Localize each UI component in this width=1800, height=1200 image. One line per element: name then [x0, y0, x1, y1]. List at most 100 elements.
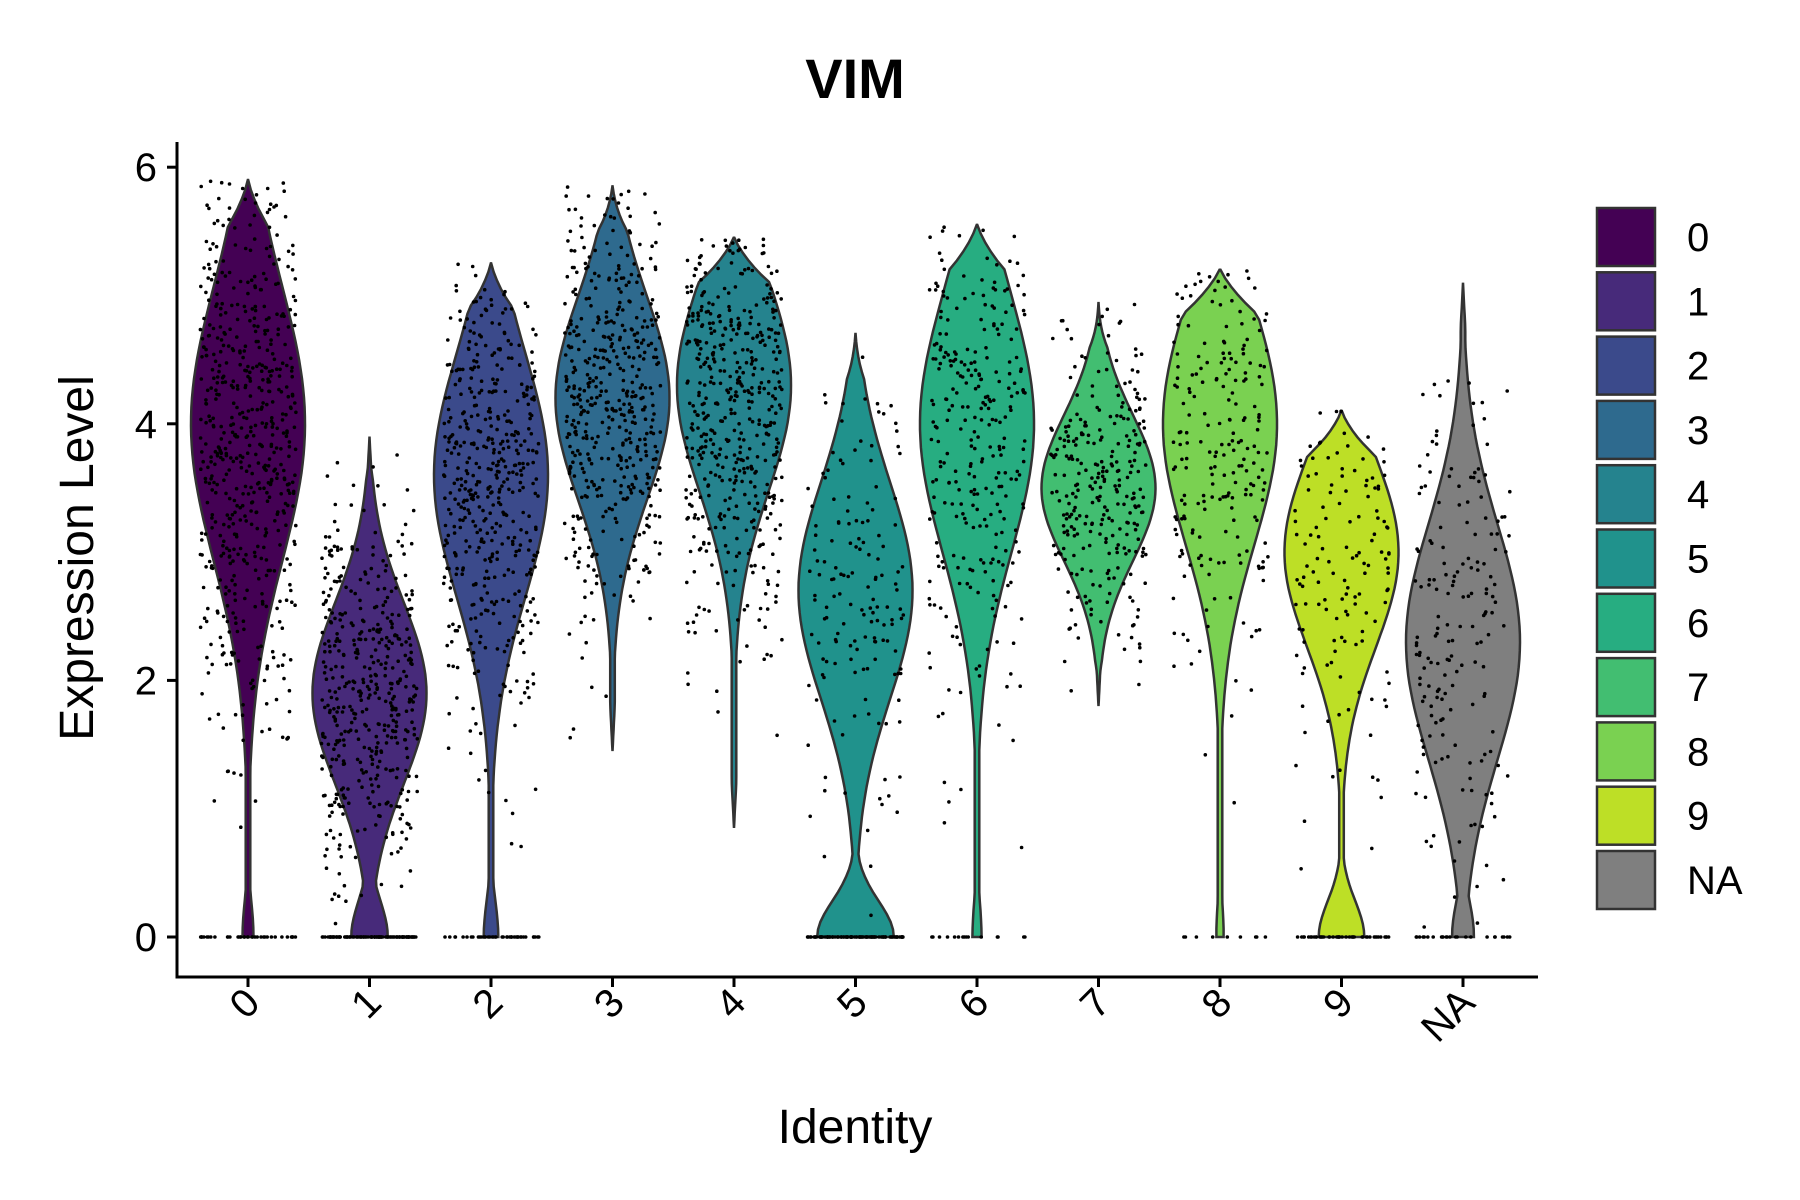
- data-point: [337, 738, 342, 743]
- data-point: [409, 661, 413, 665]
- data-point: [384, 644, 388, 648]
- data-point: [1314, 525, 1319, 530]
- data-point: [531, 682, 536, 686]
- data-point: [639, 341, 644, 345]
- data-point: [371, 789, 375, 794]
- data-point: [472, 671, 477, 676]
- data-point: [942, 267, 947, 272]
- data-point: [1263, 935, 1268, 939]
- data-point: [1011, 561, 1015, 565]
- data-point: [476, 669, 481, 673]
- data-point: [332, 935, 337, 939]
- data-point: [707, 301, 711, 305]
- data-point: [1473, 660, 1477, 664]
- data-point: [382, 728, 387, 732]
- data-point: [1139, 510, 1144, 515]
- data-point: [1328, 490, 1333, 495]
- data-point: [1505, 389, 1509, 393]
- data-point: [362, 935, 367, 939]
- data-point: [822, 617, 827, 621]
- data-point: [987, 423, 991, 427]
- data-point: [461, 518, 465, 523]
- data-point: [763, 343, 767, 348]
- data-point: [1071, 439, 1076, 444]
- data-point: [243, 309, 248, 314]
- data-point: [1260, 382, 1264, 387]
- data-point: [865, 501, 870, 505]
- data-point: [1452, 859, 1457, 863]
- data-point: [1123, 381, 1127, 386]
- data-point: [1295, 935, 1300, 939]
- data-point: [522, 691, 527, 695]
- data-point: [332, 519, 337, 524]
- data-point: [630, 364, 635, 369]
- data-point: [1116, 566, 1120, 570]
- data-point: [335, 723, 339, 728]
- data-point: [772, 421, 777, 425]
- data-point: [1105, 508, 1109, 513]
- data-point: [490, 437, 494, 442]
- data-point: [983, 570, 988, 574]
- data-point: [1370, 697, 1374, 702]
- data-point: [506, 599, 511, 603]
- data-point: [1083, 594, 1088, 599]
- data-point: [383, 673, 388, 678]
- data-point: [648, 616, 652, 621]
- data-point: [1357, 690, 1362, 695]
- data-point: [595, 494, 600, 498]
- data-point: [857, 536, 861, 541]
- data-point: [573, 425, 577, 430]
- data-point: [293, 603, 297, 607]
- data-point: [1194, 935, 1199, 939]
- data-point: [1448, 935, 1452, 939]
- data-point: [751, 570, 755, 575]
- data-point: [242, 349, 247, 353]
- data-point: [1324, 516, 1328, 521]
- violin-7: [1040, 301, 1157, 707]
- data-point: [749, 315, 753, 320]
- data-point: [238, 279, 243, 284]
- data-point: [1258, 363, 1263, 368]
- data-point: [268, 244, 273, 249]
- data-point: [649, 318, 654, 322]
- data-point: [529, 567, 533, 572]
- data-point: [621, 368, 626, 373]
- data-point: [376, 741, 380, 745]
- data-point: [619, 245, 624, 250]
- data-point: [294, 523, 298, 528]
- data-point: [1241, 351, 1246, 356]
- data-point: [461, 566, 466, 570]
- data-point: [482, 584, 487, 588]
- data-point: [981, 228, 985, 233]
- data-point: [709, 375, 714, 380]
- data-point: [1333, 649, 1337, 654]
- data-point: [820, 673, 825, 677]
- data-point: [255, 407, 260, 412]
- data-point: [354, 656, 359, 660]
- data-point: [747, 406, 752, 410]
- data-point: [225, 546, 229, 550]
- data-point: [808, 814, 812, 819]
- data-point: [931, 402, 936, 407]
- data-point: [445, 448, 450, 453]
- data-point: [1227, 398, 1231, 402]
- data-point: [384, 767, 388, 771]
- data-point: [630, 420, 635, 425]
- data-point: [497, 322, 502, 326]
- data-point: [1422, 925, 1426, 929]
- data-point: [1009, 337, 1014, 342]
- data-point: [240, 186, 245, 191]
- data-point: [447, 711, 452, 716]
- data-point: [463, 419, 468, 423]
- data-point: [1021, 502, 1025, 506]
- data-point: [1069, 571, 1074, 576]
- data-point: [621, 388, 625, 393]
- data-point: [341, 812, 345, 816]
- data-point: [266, 464, 271, 468]
- data-point: [853, 448, 857, 452]
- data-point: [466, 427, 470, 431]
- data-point: [489, 297, 494, 302]
- data-point: [638, 386, 643, 390]
- data-point: [347, 680, 351, 684]
- data-point: [1126, 417, 1130, 421]
